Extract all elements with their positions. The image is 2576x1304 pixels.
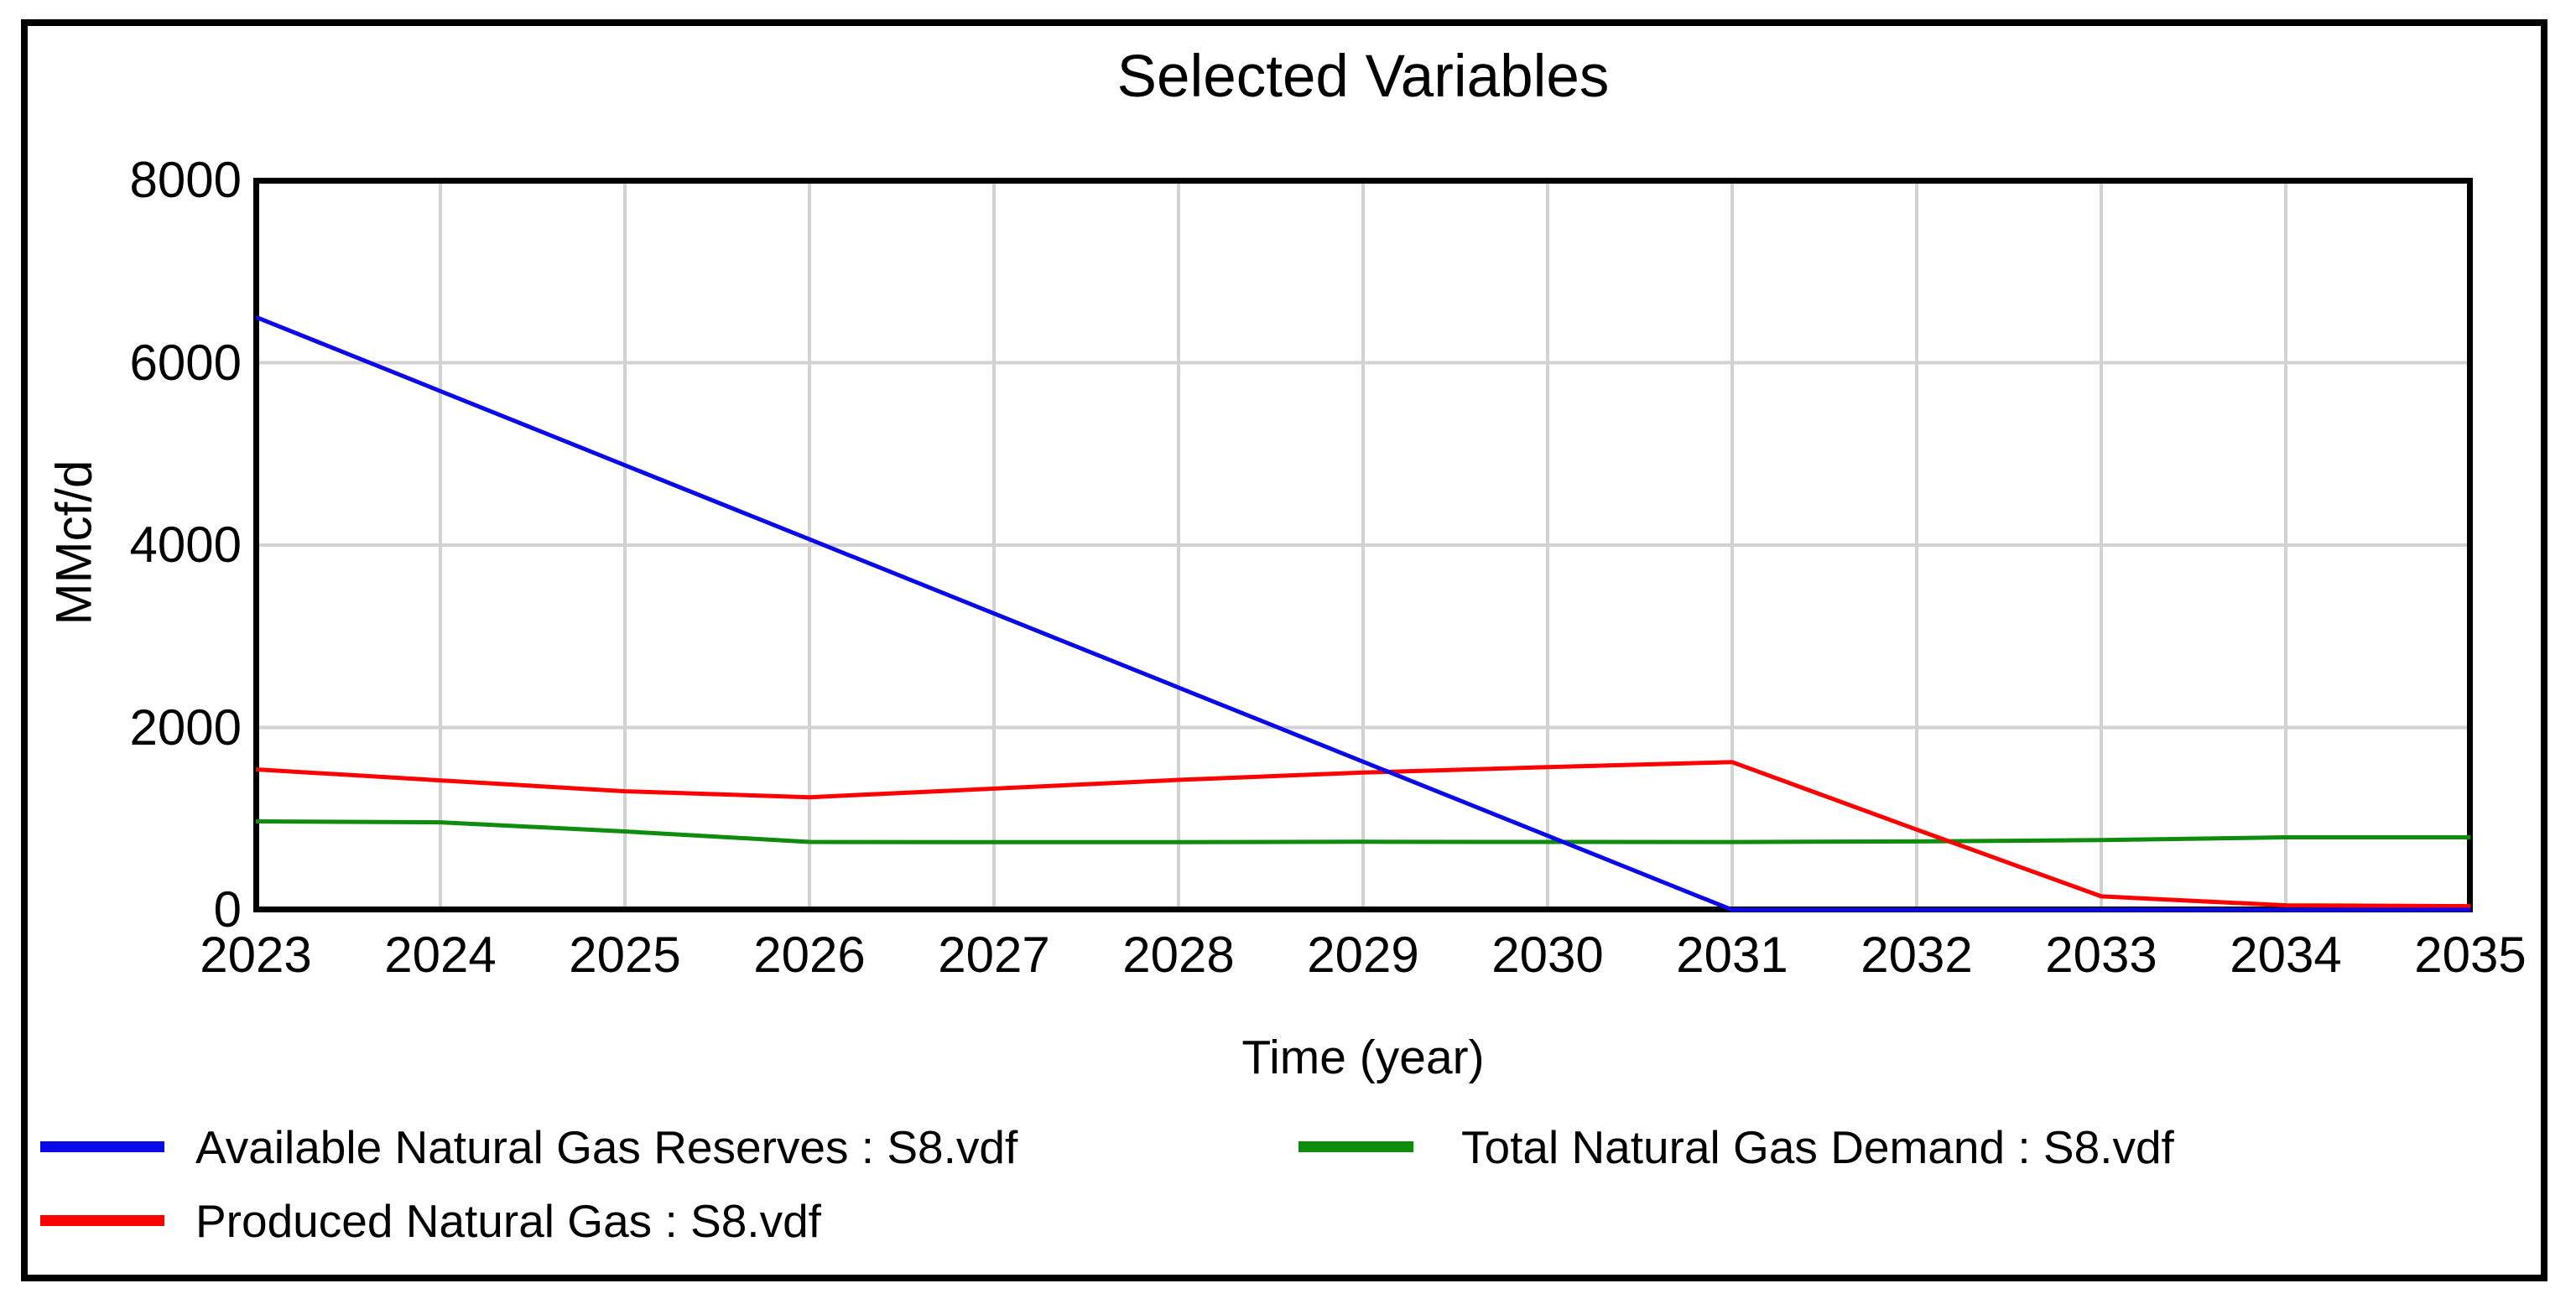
legend-swatch-produced (40, 1215, 164, 1226)
x-tick-label: 2028 (1122, 927, 1235, 983)
x-tick-label: 2033 (2045, 927, 2157, 983)
x-tick-label: 2025 (569, 927, 681, 983)
series-line-1 (255, 760, 2471, 909)
legend-label-demand: Total Natural Gas Demand : S8.vdf (1461, 1121, 2174, 1173)
x-tick-label: 2030 (1491, 927, 1604, 983)
x-tick-label: 2026 (753, 927, 866, 983)
plot-frame (253, 178, 2473, 912)
series-line-0 (255, 314, 2470, 912)
plot-area (253, 178, 2473, 912)
x-tick-label: 2034 (2230, 927, 2342, 983)
y-tick-label: 0 (213, 881, 242, 938)
chart-title: Selected Variables (1116, 44, 1610, 110)
x-tick-label: 2032 (1860, 927, 1973, 983)
y-tick-label: 6000 (129, 334, 242, 391)
y-axis-title: MMcf/d (45, 460, 102, 626)
x-tick-label: 2029 (1307, 927, 1419, 983)
series-line-2 (255, 819, 2470, 844)
legend-swatch-reserves (40, 1141, 164, 1152)
x-tick-label: 2035 (2414, 927, 2527, 983)
x-tick-label: 2024 (384, 927, 497, 983)
legend-label-reserves: Available Natural Gas Reserves : S8.vdf (195, 1121, 1018, 1173)
legend-swatch-demand (1298, 1141, 1413, 1152)
y-tick-label: 2000 (129, 699, 242, 756)
x-tick-label: 2031 (1676, 927, 1788, 983)
x-tick-label: 2023 (200, 927, 312, 983)
y-tick-label: 8000 (129, 152, 242, 208)
y-tick-label: 4000 (129, 517, 242, 573)
legend-label-produced: Produced Natural Gas : S8.vdf (195, 1195, 821, 1247)
x-axis-title: Time (year) (1241, 1031, 1485, 1084)
x-tick-label: 2027 (938, 927, 1050, 983)
